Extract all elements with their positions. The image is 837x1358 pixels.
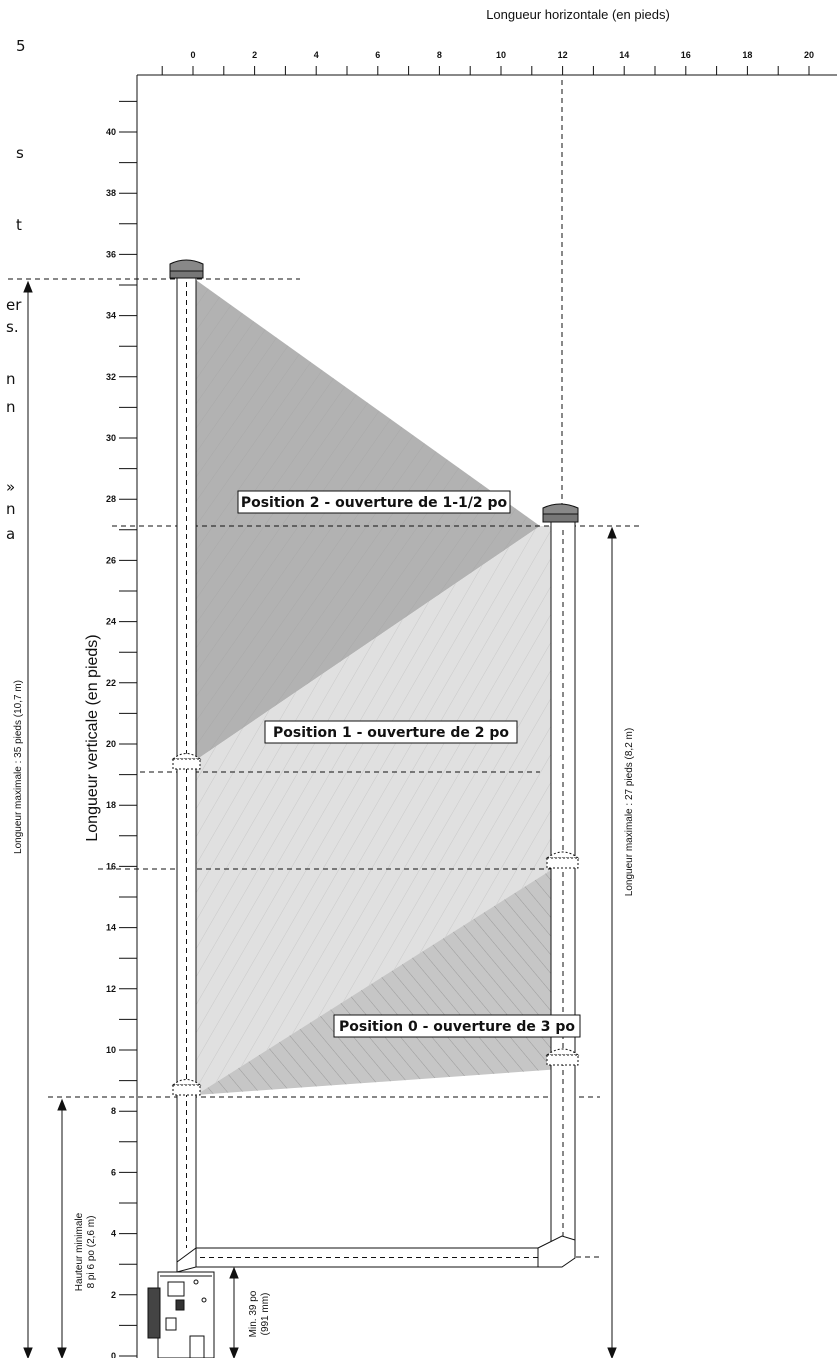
y-tick-label: 2 (111, 1290, 116, 1300)
y-tick-label: 4 (111, 1229, 116, 1239)
zone-position-0-area (196, 870, 575, 1095)
y-tick-label: 36 (106, 249, 116, 259)
y-tick-label: 28 (106, 494, 116, 504)
right-vent-pipe (550, 519, 576, 1251)
cap-outline (545, 1048, 580, 1066)
cut-text: n (6, 370, 16, 388)
y-tick-label: 30 (106, 433, 116, 443)
cut-text: n (6, 398, 16, 416)
min-height-line2: 8 pi 6 po (2,6 m) (86, 1216, 97, 1289)
x-tick-label: 8 (437, 50, 442, 60)
position-2-label: Position 2 - ouverture de 1-1/2 po (237, 490, 511, 514)
x-axis: 0 2 4 6 8 10 12 14 16 18 20 (136, 50, 837, 1358)
position-2-text: Position 2 - ouverture de 1-1/2 po (241, 495, 508, 511)
y-tick-label: 24 (106, 617, 116, 627)
min-clearance-line2: (991 mm) (260, 1293, 271, 1336)
y-tick-label: 22 (106, 678, 116, 688)
cut-text: » (6, 478, 15, 496)
x-tick-label: 18 (742, 50, 752, 60)
x-tick-label: 16 (681, 50, 691, 60)
termination-cap-outlines (171, 753, 580, 1096)
position-0-text: Position 0 - ouverture de 3 po (339, 1019, 575, 1035)
y-tick-label: 32 (106, 372, 116, 382)
cap-outline (545, 851, 580, 869)
cut-text: s (16, 144, 24, 162)
cap-outline (171, 1079, 202, 1096)
y-tick-label: 10 (106, 1045, 116, 1055)
x-tick-label: 4 (314, 50, 319, 60)
x-axis-ticks: 0 2 4 6 8 10 12 14 16 18 20 (161, 50, 814, 75)
right-max-length: Longueur maximale : 27 pieds (8,2 m) (624, 728, 635, 896)
cut-text: s. (6, 318, 19, 336)
dimension-arrows (23, 280, 617, 1358)
cut-text: a (6, 525, 15, 543)
horizontal-vent-pipe (176, 1235, 576, 1273)
cut-text: t (16, 216, 22, 234)
termination-cap-right-top (542, 503, 579, 523)
min-clearance-line1: Min. 39 po (248, 1290, 259, 1337)
y-tick-label: 14 (106, 923, 116, 933)
x-tick-label: 20 (804, 50, 814, 60)
x-axis-title: Longueur horizontale (en pieds) (486, 7, 670, 22)
cut-text: n (6, 500, 16, 518)
y-tick-label: 0 (111, 1351, 116, 1358)
left-max-length: Longueur maximale : 35 pieds (10,7 m) (13, 680, 24, 854)
cap-outline (171, 753, 202, 770)
y-tick-label: 34 (106, 311, 116, 321)
x-tick-label: 12 (558, 50, 568, 60)
x-tick-label: 2 (252, 50, 257, 60)
y-tick-label: 38 (106, 188, 116, 198)
y-tick-label: 20 (106, 739, 116, 749)
cut-text: er (6, 296, 22, 314)
zone-position-1-area (196, 526, 551, 1095)
y-tick-label: 40 (106, 127, 116, 137)
y-tick-label: 12 (106, 984, 116, 994)
y-tick-label: 26 (106, 555, 116, 565)
position-1-label: Position 1 - ouverture de 2 po (264, 720, 518, 744)
x-tick-label: 10 (496, 50, 506, 60)
zone-position-2-area (196, 280, 540, 760)
x-tick-label: 14 (619, 50, 629, 60)
cut-text-fragments: 5 s t er s. n n » n a (6, 37, 26, 543)
y-tick-label: 8 (111, 1106, 116, 1116)
x-tick-label: 0 (190, 50, 195, 60)
y-tick-label: 18 (106, 800, 116, 810)
position-1-text: Position 1 - ouverture de 2 po (273, 725, 509, 741)
min-height-line1: Hauteur minimale (74, 1212, 85, 1291)
y-tick-label: 16 (106, 861, 116, 871)
appliance-illustration (147, 1271, 215, 1358)
x-tick-label: 6 (375, 50, 380, 60)
termination-cap-left-top (169, 259, 204, 279)
y-tick-label: 6 (111, 1167, 116, 1177)
cut-text: 5 (16, 37, 26, 55)
y-axis-title: Longueur verticale (en pieds) (84, 634, 101, 841)
position-0-label: Position 0 - ouverture de 3 po (333, 1014, 581, 1038)
